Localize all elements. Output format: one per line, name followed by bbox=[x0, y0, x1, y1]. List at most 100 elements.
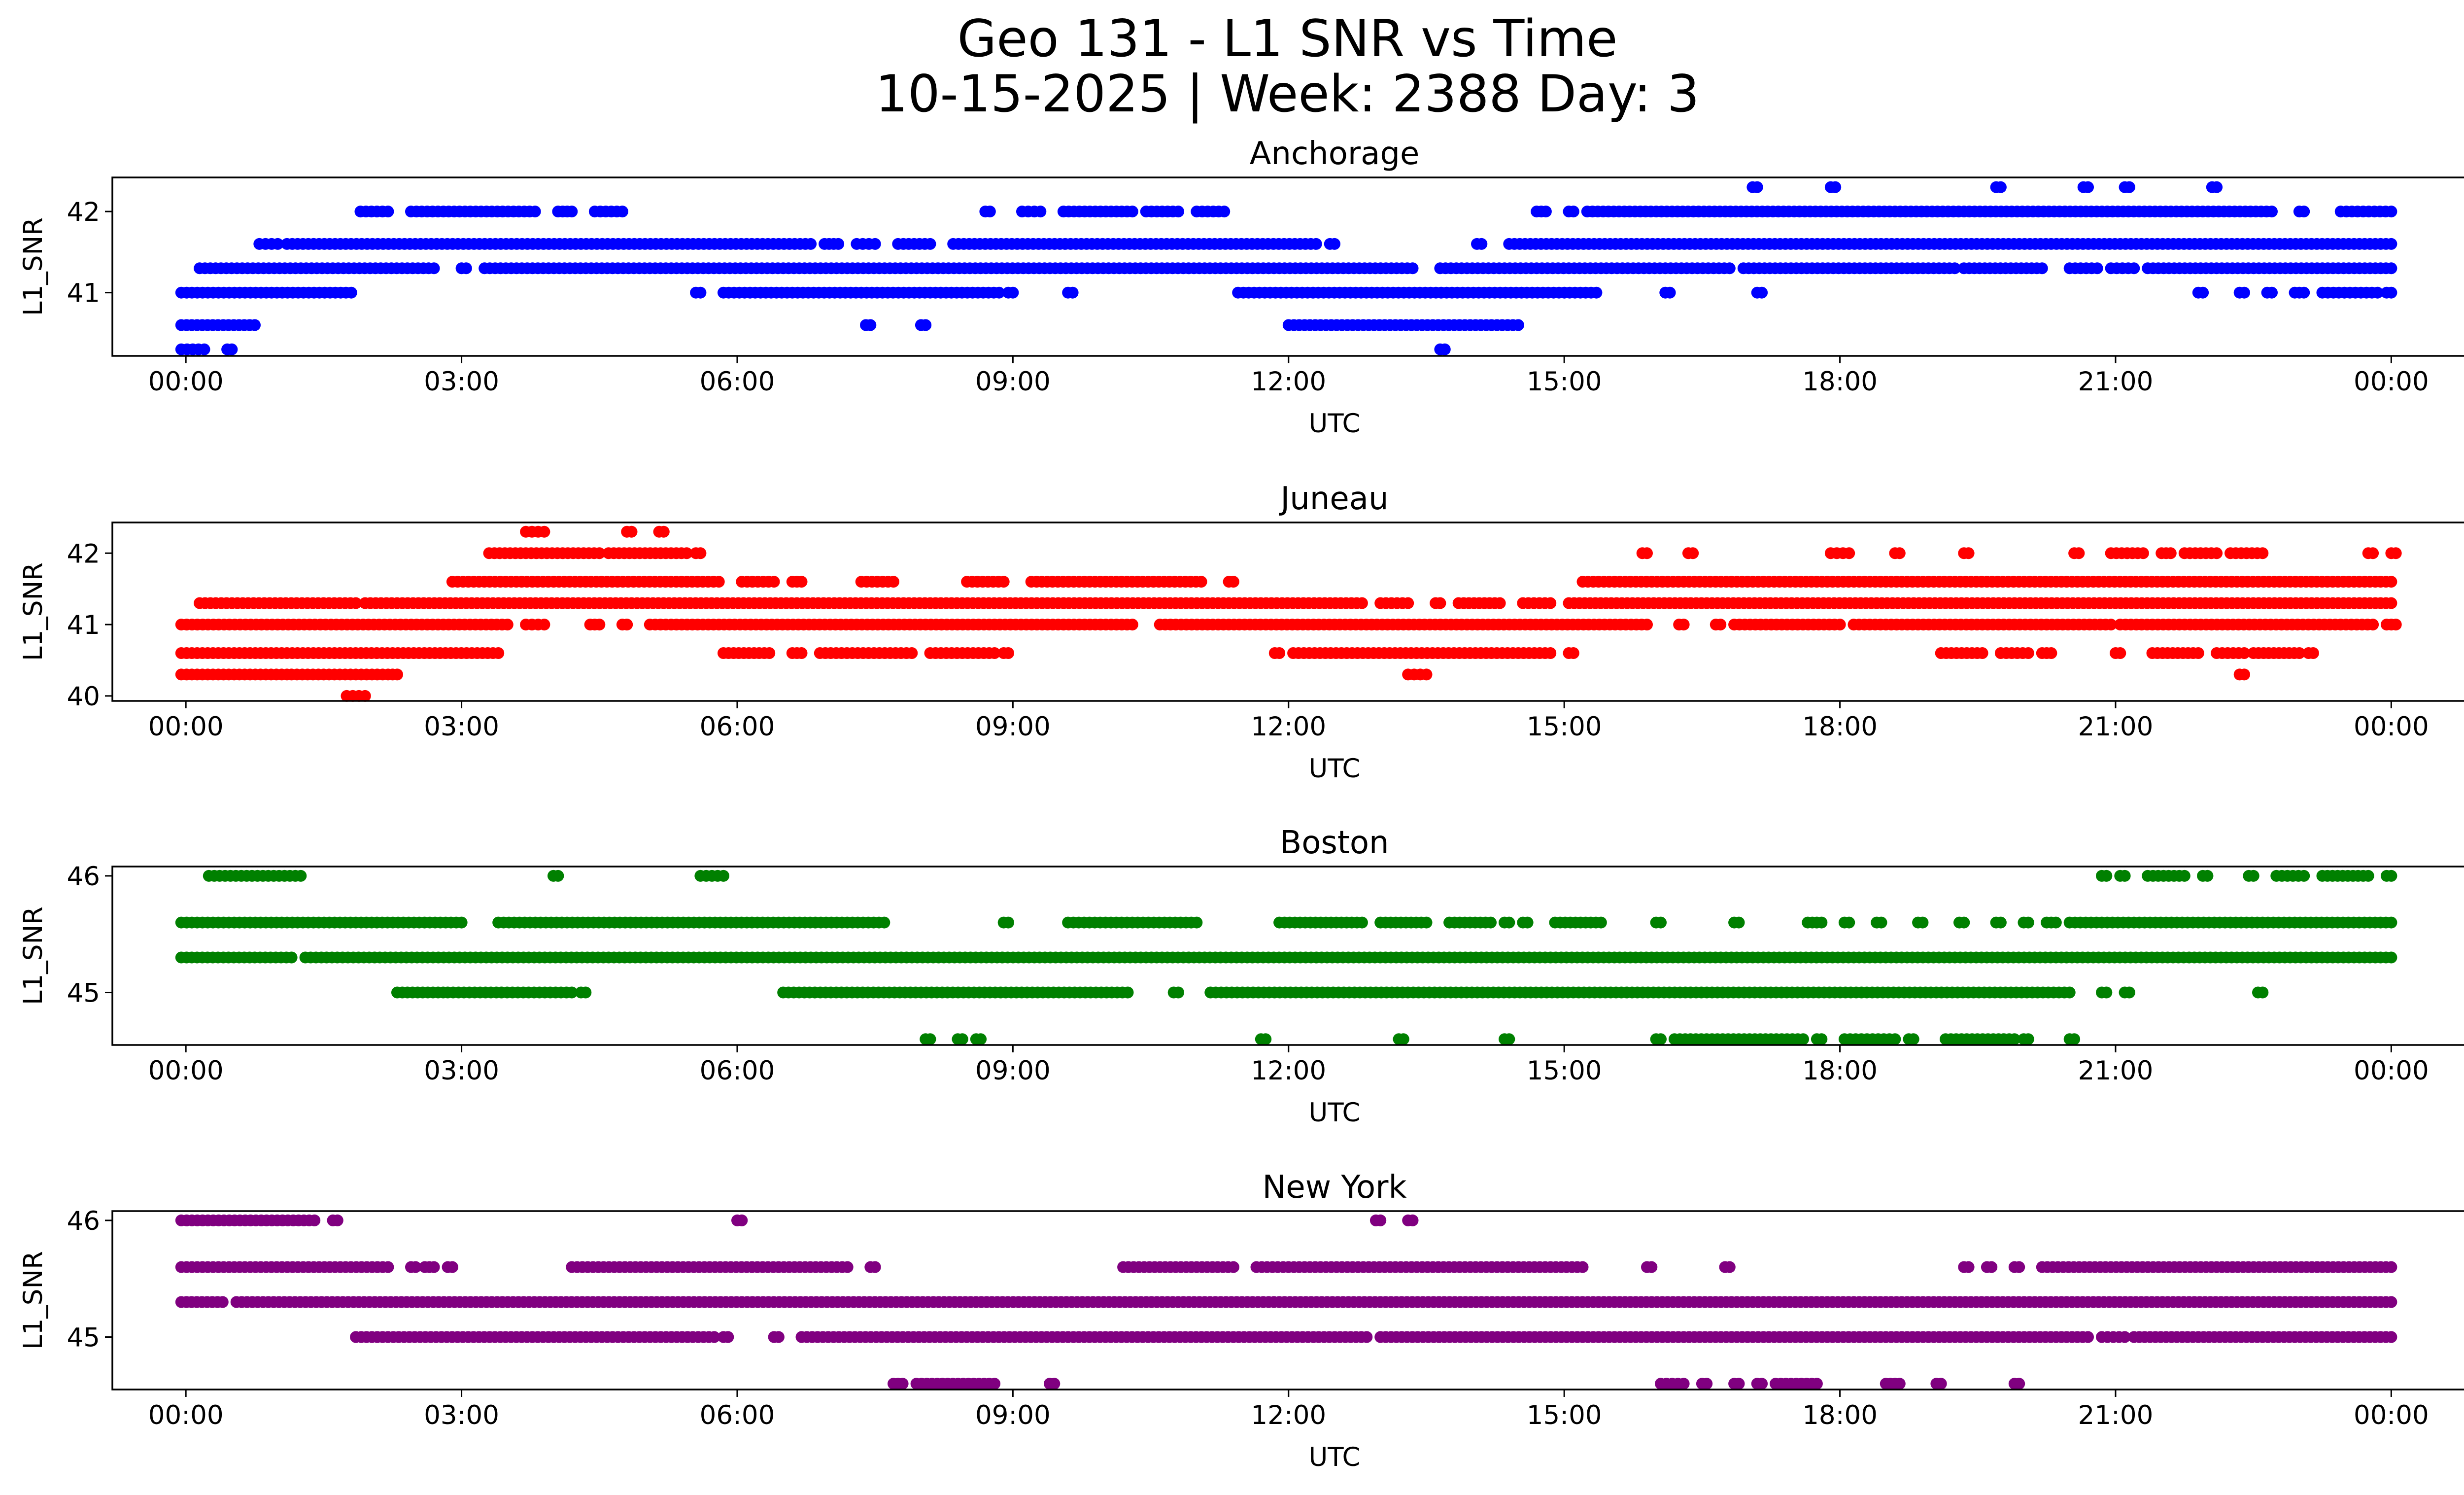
x-tick-label: 03:00 bbox=[424, 367, 499, 397]
y-axis-label: L1_SNR bbox=[18, 562, 48, 661]
data-point bbox=[1544, 597, 1557, 609]
x-tick-label: 18:00 bbox=[1802, 1400, 1878, 1430]
data-point bbox=[1641, 619, 1653, 631]
data-point bbox=[272, 238, 284, 250]
data-point bbox=[1893, 547, 1906, 559]
data-point bbox=[359, 690, 371, 702]
data-point bbox=[1048, 1378, 1061, 1390]
data-point bbox=[566, 206, 578, 218]
y-axis-label: L1_SNR bbox=[18, 906, 48, 1005]
data-point bbox=[2211, 547, 2223, 559]
data-point bbox=[1889, 1033, 1901, 1045]
data-point bbox=[2385, 286, 2397, 299]
data-point bbox=[722, 1331, 734, 1343]
subplot-boston: 00:00 03:00 06:00 09:00 12:00 15:00 18:00 21:00… bbox=[18, 825, 2464, 1128]
data-point bbox=[529, 206, 541, 218]
data-point bbox=[2385, 206, 2397, 218]
data-point bbox=[1007, 286, 1019, 299]
data-point bbox=[2238, 647, 2250, 659]
data-point bbox=[864, 319, 877, 331]
y-tick-label: 42 bbox=[67, 197, 100, 227]
x-tick-label: 06:00 bbox=[700, 367, 775, 397]
x-tick-label: 21:00 bbox=[2078, 1400, 2154, 1430]
data-point bbox=[2385, 1331, 2397, 1343]
y-tick-label: 41 bbox=[67, 610, 100, 640]
data-point bbox=[428, 262, 440, 275]
data-point bbox=[2390, 547, 2402, 559]
data-point bbox=[1406, 262, 1419, 275]
data-point bbox=[1374, 1214, 1387, 1226]
data-point bbox=[1733, 916, 1745, 929]
data-point bbox=[1191, 916, 1203, 929]
x-tick-label: 00:00 bbox=[2354, 1056, 2429, 1086]
x-axis-label: UTC bbox=[1308, 409, 1360, 439]
data-point bbox=[1994, 916, 2007, 929]
data-point bbox=[2137, 547, 2149, 559]
data-point bbox=[2238, 668, 2250, 681]
data-point bbox=[1397, 1033, 1409, 1045]
data-point bbox=[1002, 916, 1014, 929]
x-tick-label: 00:00 bbox=[148, 712, 224, 742]
x-tick-label: 12:00 bbox=[1251, 712, 1326, 742]
data-point bbox=[956, 1033, 968, 1045]
data-point bbox=[1751, 181, 1763, 193]
data-point bbox=[993, 286, 1005, 299]
data-point bbox=[1356, 916, 1368, 929]
data-point bbox=[2385, 1296, 2397, 1308]
subplot-new-york: 00:00 03:00 06:00 09:00 12:00 15:00 18:00 21:00… bbox=[18, 1169, 2464, 1472]
data-point bbox=[331, 1214, 343, 1226]
subplot-juneau: 00:00 03:00 06:00 09:00 12:00 15:00 18:00 21:00… bbox=[18, 481, 2464, 784]
data-point bbox=[2013, 1378, 2025, 1390]
axes-frame bbox=[111, 176, 2464, 357]
x-tick-label: 21:00 bbox=[2078, 1056, 2154, 1086]
data-point bbox=[2063, 986, 2076, 999]
axes-frame bbox=[111, 522, 2464, 702]
data-point bbox=[1402, 597, 1414, 609]
data-point bbox=[989, 647, 1001, 659]
data-point bbox=[1655, 916, 1667, 929]
data-point bbox=[2266, 206, 2278, 218]
data-point bbox=[1420, 668, 1433, 681]
data-points bbox=[175, 525, 2402, 702]
data-point bbox=[1567, 206, 1579, 218]
data-point bbox=[1645, 1261, 1658, 1273]
subplot-title: Juneau bbox=[1278, 481, 1388, 517]
data-point bbox=[2100, 986, 2113, 999]
data-point bbox=[593, 619, 606, 631]
data-point bbox=[2298, 286, 2310, 299]
y-axis-label: L1_SNR bbox=[18, 1251, 48, 1350]
data-point bbox=[1893, 1378, 1906, 1390]
data-point bbox=[1172, 986, 1184, 999]
x-tick-label: 18:00 bbox=[1802, 1056, 1878, 1086]
data-point bbox=[1664, 286, 1676, 299]
data-point bbox=[1361, 1331, 1373, 1343]
data-point bbox=[2022, 916, 2034, 929]
subplot-title: Boston bbox=[1280, 825, 1389, 861]
y-tick-label: 46 bbox=[67, 1206, 100, 1236]
data-point bbox=[2298, 206, 2310, 218]
data-point bbox=[997, 576, 1010, 588]
data-point bbox=[2390, 619, 2402, 631]
data-point bbox=[1310, 238, 1322, 250]
data-point bbox=[795, 647, 808, 659]
data-point bbox=[1935, 1378, 1947, 1390]
data-point bbox=[1756, 286, 1768, 299]
data-point bbox=[501, 619, 513, 631]
data-point bbox=[382, 1261, 394, 1273]
x-tick-label: 06:00 bbox=[700, 1400, 775, 1430]
data-point bbox=[2211, 181, 2223, 193]
x-tick-label: 06:00 bbox=[700, 1056, 775, 1086]
data-point bbox=[1512, 319, 1524, 331]
data-point bbox=[878, 916, 890, 929]
data-point bbox=[2385, 869, 2397, 882]
data-point bbox=[2385, 951, 2397, 964]
data-point bbox=[2201, 869, 2214, 882]
data-point bbox=[1126, 206, 1138, 218]
data-point bbox=[1494, 597, 1506, 609]
data-point bbox=[736, 1214, 748, 1226]
data-point bbox=[713, 576, 725, 588]
data-point bbox=[2257, 986, 2269, 999]
data-point bbox=[1590, 286, 1603, 299]
data-point bbox=[2119, 869, 2131, 882]
